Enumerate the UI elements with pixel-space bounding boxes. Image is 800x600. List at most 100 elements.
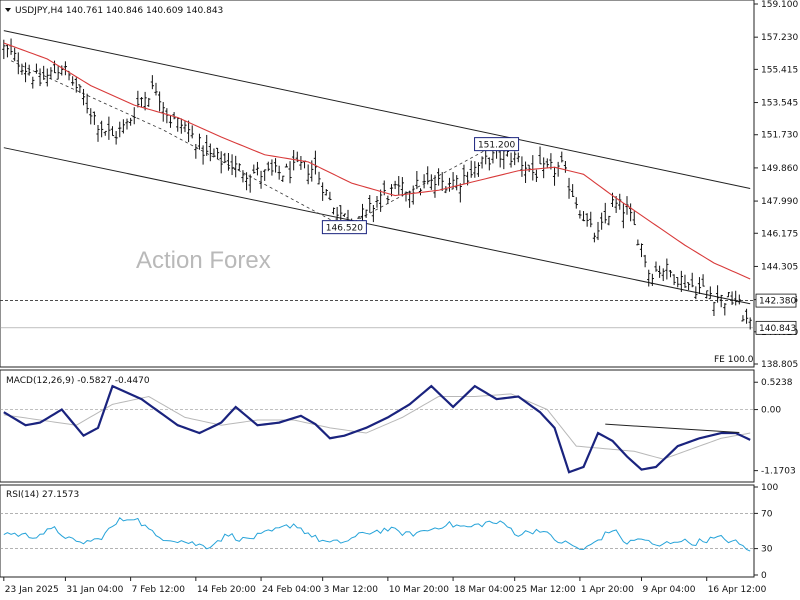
price-panel: Action Forex 159.100 157.230 155.415 153.54…: [0, 0, 798, 370]
price-bar: [629, 203, 633, 222]
rsi-line-path: [3, 517, 751, 552]
price-tick-label: 138.805: [761, 360, 798, 370]
collapse-triangle-icon[interactable]: [5, 8, 11, 12]
price-bar: [581, 211, 586, 222]
price-bar: [63, 61, 68, 76]
price-bar: [284, 163, 289, 168]
price-bar: [74, 77, 78, 93]
price-bar: [2, 39, 6, 60]
price-bar: [23, 62, 28, 83]
price-bar: [458, 183, 462, 203]
annotation-label: 146.520: [326, 224, 363, 234]
price-bar: [143, 91, 147, 111]
price-bar: [255, 161, 260, 176]
price-bar: [690, 272, 694, 288]
watermark: Action Forex: [136, 247, 271, 274]
price-bar: [429, 174, 433, 190]
price-bar: [248, 174, 252, 193]
price-bar: [476, 162, 481, 177]
price-bar: [705, 290, 709, 299]
price-bar: [371, 205, 375, 223]
price-bar: [34, 63, 39, 74]
macd-header: MACD(12,26,9) -0.5827 -0.4470: [6, 376, 150, 386]
price-bar: [270, 159, 274, 176]
macd-signal-line: [3, 393, 751, 460]
price-bar: [92, 111, 96, 125]
price-bar: [560, 151, 564, 163]
rsi-panel-frame: [0, 484, 755, 578]
price-bar: [636, 239, 640, 246]
price-bar: [715, 285, 720, 303]
price-bar: [20, 63, 24, 75]
price-bar: [531, 155, 535, 181]
price-bar: [473, 161, 477, 178]
price-bar: [139, 97, 144, 108]
channel-upper-line: [3, 30, 751, 189]
price-bar: [552, 166, 557, 186]
main-header: USDJPY,H4 140.761 140.846 140.609 140.84…: [15, 6, 223, 16]
macd-tick-label: 0.00: [761, 406, 781, 416]
price-bar: [455, 175, 459, 191]
macd-axis: 0.5238 0.00 -1.1703: [754, 378, 796, 477]
time-tick-label: 16 Apr 12:00: [708, 585, 767, 595]
price-bar: [154, 82, 158, 96]
rsi-tick-label: 30: [761, 545, 773, 555]
price-tick-label: 153.545: [761, 99, 798, 109]
price-bar: [219, 151, 223, 174]
price-bar: [686, 282, 691, 291]
price-bar: [317, 171, 321, 185]
price-bar: [650, 273, 654, 286]
price-bar: [523, 161, 528, 183]
price-bar: [415, 170, 419, 190]
price-bar: [578, 210, 582, 219]
price-bar: [60, 65, 64, 76]
time-tick-label: 23 Jan 2025: [5, 585, 59, 595]
price-bar: [38, 68, 42, 87]
price-bars: [2, 38, 752, 330]
time-tick-label: 25 Mar 12:00: [516, 585, 576, 595]
price-axis: 159.100 157.230 155.415 153.545 151.730 149.8…: [754, 0, 798, 370]
price-bar: [244, 172, 249, 191]
price-bar: [527, 164, 531, 172]
price-bar: [585, 213, 589, 227]
price-bar: [129, 117, 133, 126]
price-bar: [654, 261, 658, 272]
price-bar: [487, 157, 491, 171]
rsi-line: [0, 513, 754, 552]
price-bar: [147, 97, 151, 107]
price-bar: [741, 315, 745, 322]
price-bar: [183, 120, 187, 133]
price-bar: [719, 294, 723, 308]
price-bar: [647, 269, 651, 287]
price-bar: [744, 308, 749, 324]
level-price-box: 142.380: [755, 293, 796, 308]
price-tick-label: 151.730: [761, 131, 798, 141]
price-bar: [632, 211, 636, 226]
price-bar: [103, 130, 107, 136]
price-bar: [339, 205, 343, 220]
price-bar: [462, 164, 466, 185]
price-bar: [567, 177, 571, 199]
price-bar: [158, 91, 162, 112]
price-bar: [16, 52, 20, 75]
price-bar: [161, 102, 165, 122]
price-bar: [368, 195, 372, 213]
price-bar: [426, 166, 430, 185]
price-bar: [712, 301, 716, 316]
time-tick-label: 24 Feb 04:00: [262, 585, 321, 595]
moving-average: [3, 42, 751, 280]
price-bar: [639, 243, 644, 258]
price-annotation: 151.200: [474, 137, 520, 152]
price-bar: [534, 169, 539, 182]
moving-average-line: [3, 42, 751, 280]
price-bar: [676, 276, 680, 288]
price-bar: [571, 184, 575, 198]
price-bar: [89, 108, 93, 125]
price-bar: [234, 155, 238, 178]
price-bar: [241, 170, 245, 183]
macd-tick-label: 0.5238: [761, 378, 793, 388]
price-bar: [726, 292, 731, 298]
price-bar: [730, 291, 734, 305]
time-tick-label: 10 Mar 20:00: [389, 585, 449, 595]
